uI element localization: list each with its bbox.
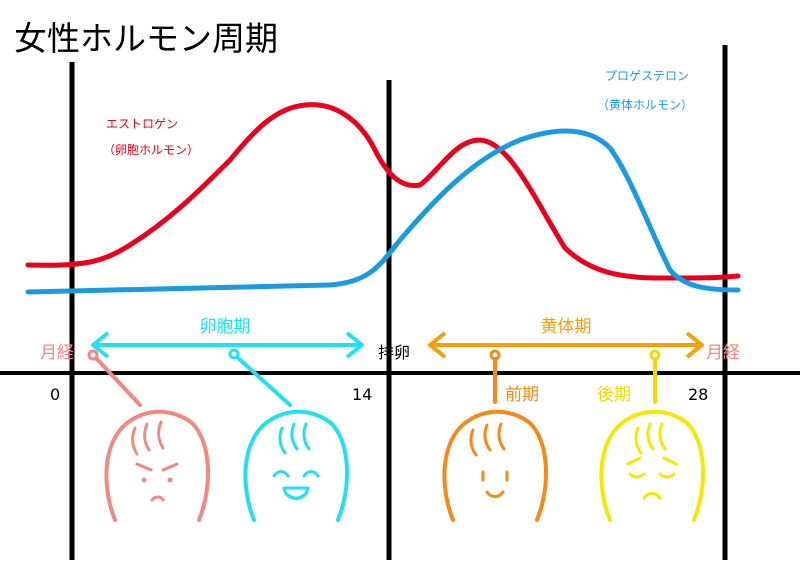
follicular-phase-arrow	[91, 331, 364, 359]
luteal-phase-label: 黄体期	[541, 317, 592, 337]
menstruation-end-label: 月経	[706, 343, 740, 363]
late-luteal-pointer	[649, 349, 661, 404]
day-label-end: 28	[688, 385, 708, 404]
follicular-phase-label: 卵胞期	[200, 317, 251, 337]
follicular-pointer	[228, 348, 292, 407]
progesterone-curve	[25, 128, 741, 295]
luteal-phase-arrow	[428, 331, 704, 359]
late-luteal-face	[599, 409, 706, 522]
page-title: 女性ホルモン周期	[14, 19, 278, 58]
progesterone-label: プロゲステロン	[605, 69, 689, 83]
menstruation-face	[104, 409, 211, 522]
early-luteal-label: 前期	[505, 385, 539, 405]
early-luteal-face	[442, 409, 549, 522]
day-label-start: 0	[50, 385, 60, 404]
early-luteal-pointer	[489, 349, 501, 404]
estrogen-label: エストロゲン	[106, 117, 178, 131]
ovulation-label: 排卵	[378, 343, 410, 362]
progesterone-sublabel: （黄体ホルモン）	[597, 98, 693, 112]
menstruation-pointer	[87, 349, 142, 407]
menstruation-start-label: 月経	[40, 343, 74, 363]
estrogen-sublabel: （卵胞ホルモン）	[103, 143, 199, 157]
day-label-ovulation: 14	[352, 385, 372, 404]
follicular-face	[243, 409, 350, 522]
estrogen-curve	[25, 102, 741, 281]
late-luteal-label: 後期	[597, 385, 631, 405]
